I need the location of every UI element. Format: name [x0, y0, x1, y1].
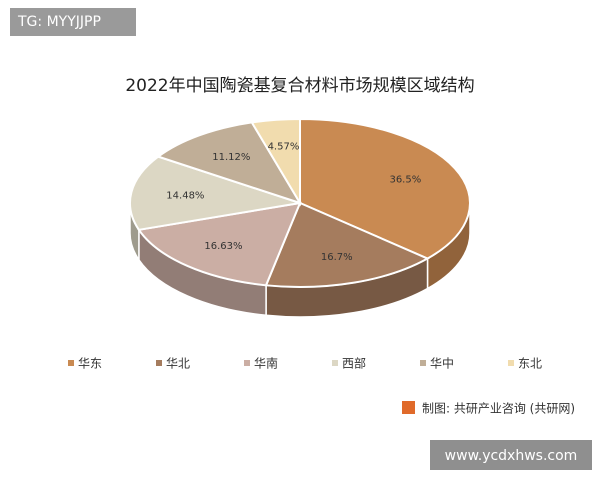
data-label: 36.5% — [389, 174, 421, 185]
legend-swatch — [508, 360, 514, 366]
pie: 36.5% 16.7% 16.63% 14.48% 11.12% 4.57% — [129, 117, 471, 318]
source-icon — [402, 401, 415, 414]
slice — [129, 155, 301, 231]
slice — [264, 201, 430, 288]
legend-swatch — [332, 360, 338, 366]
data-label: 16.63% — [204, 241, 242, 252]
legend-swatch — [68, 360, 74, 366]
website-box — [430, 440, 592, 470]
slice — [299, 117, 471, 260]
legend-label: 华南 — [254, 356, 278, 371]
legend-label: 华东 — [78, 357, 102, 371]
legend-label: 东北 — [518, 357, 542, 371]
tag-box — [10, 8, 136, 36]
slice — [250, 117, 301, 207]
chart-title: 2022年中国陶瓷基复合材料市场规模区域结构 — [125, 76, 474, 96]
data-label: 14.48% — [166, 191, 204, 202]
data-label: 16.7% — [321, 252, 353, 263]
data-label: 11.12% — [212, 152, 250, 163]
legend-swatch — [156, 360, 162, 366]
tag: TG: MYYJJPP — [17, 14, 101, 30]
legend-label: 西部 — [342, 356, 366, 371]
source: 制图: 共研产业咨询 (共研网) — [422, 401, 575, 416]
data-label: 4.57% — [268, 141, 300, 152]
legend-label: 华中 — [430, 356, 454, 371]
legend-label: 华北 — [166, 357, 190, 371]
legend: 华东 华北 华南 西部 华中 东北 — [68, 356, 542, 371]
slice — [156, 121, 303, 205]
legend-swatch — [420, 360, 426, 366]
legend-swatch — [244, 360, 250, 366]
website: www.ycdxhws.com — [445, 448, 578, 464]
